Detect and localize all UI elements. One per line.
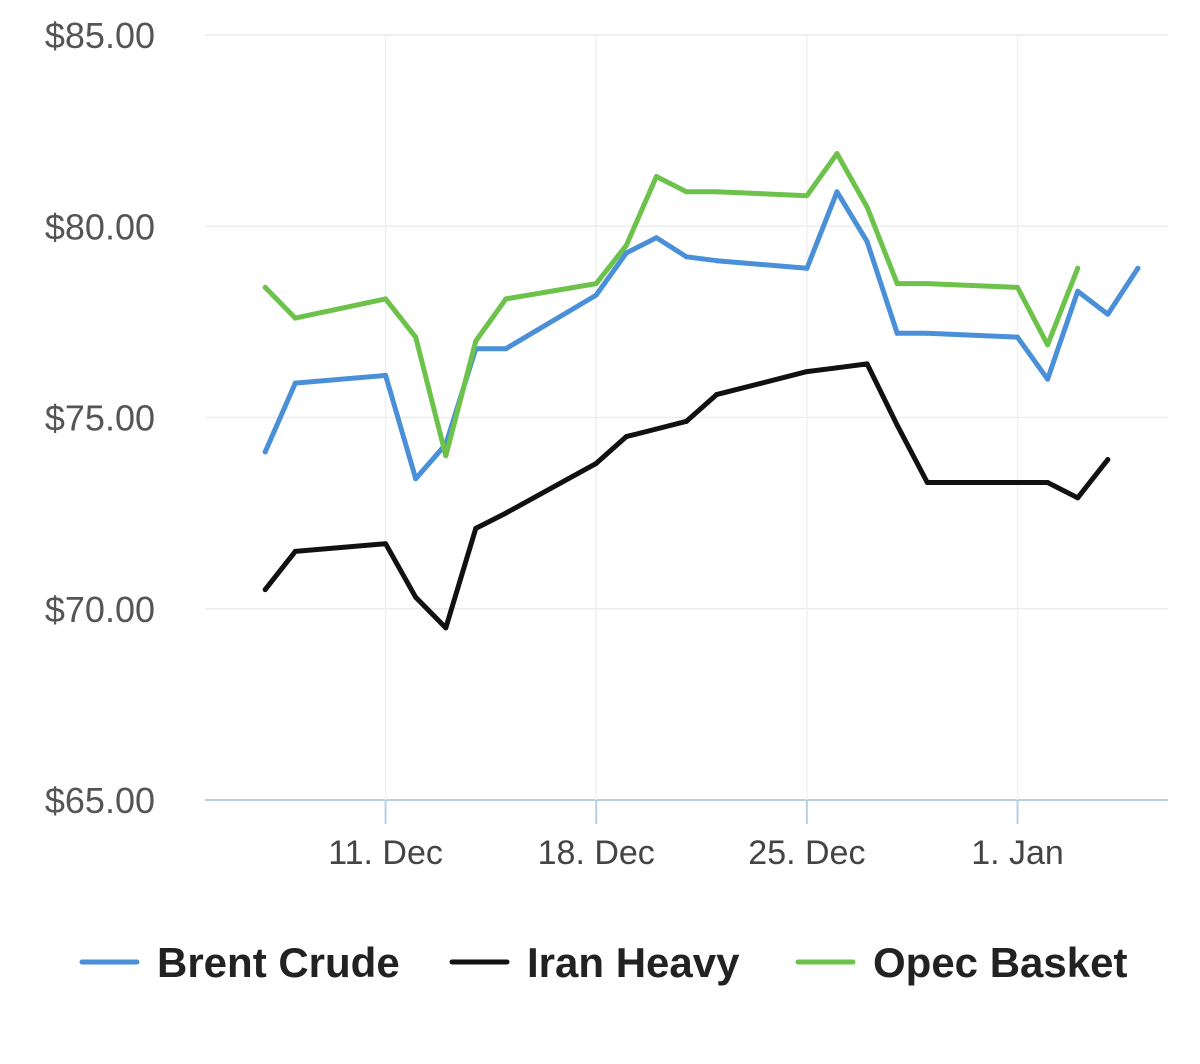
y-tick-label: $65.00 — [45, 780, 155, 821]
brent-crude-point — [684, 254, 689, 260]
brent-crude-point — [593, 292, 599, 298]
brent-crude-point — [262, 449, 268, 455]
brent-crude-point — [503, 346, 509, 352]
opec-basket-point — [834, 151, 840, 157]
brent-crude-point — [1075, 288, 1081, 294]
legend-label: Brent Crude — [157, 939, 400, 986]
iran-heavy-point — [804, 369, 810, 375]
brent-crude-point — [864, 239, 870, 245]
iran-heavy-point — [473, 525, 479, 531]
opec-basket-line — [262, 151, 1081, 459]
iran-heavy-point — [684, 418, 689, 424]
brent-crude-point — [413, 476, 419, 482]
axes: $65.00 $70.00 $75.00 $80.00 $85.00 11. Dec 18.… — [45, 15, 1064, 872]
iran-heavy-point — [894, 422, 900, 428]
iran-heavy-point — [262, 587, 268, 593]
iran-heavy-point — [593, 460, 599, 466]
opec-basket-point — [1045, 342, 1051, 348]
brent-crude-point — [1135, 265, 1141, 271]
legend-label: Iran Heavy — [527, 939, 740, 986]
brent-crude-point — [1105, 311, 1111, 317]
y-tick-label: $85.00 — [45, 15, 155, 56]
opec-basket-point — [804, 193, 810, 199]
brent-crude-point — [834, 189, 840, 195]
opec-basket-point — [473, 338, 479, 344]
iran-heavy-point — [383, 541, 389, 547]
iran-heavy-point — [443, 625, 449, 631]
opec-basket-point — [864, 204, 870, 210]
opec-basket-point — [1015, 284, 1021, 290]
iran-heavy-point — [1015, 480, 1021, 486]
opec-basket-point — [1075, 265, 1081, 271]
y-tick-label: $80.00 — [45, 206, 155, 247]
opec-basket-point — [443, 453, 449, 459]
legend-label: Opec Basket — [873, 939, 1127, 986]
opec-basket-point — [623, 242, 629, 248]
brent-crude-point — [623, 250, 629, 256]
opec-basket-point — [894, 281, 900, 287]
opec-basket-point — [383, 296, 389, 302]
brent-crude-point — [894, 330, 900, 336]
brent-crude-point — [924, 330, 930, 336]
series-brent-crude — [262, 189, 1141, 482]
brent-crude-line — [262, 189, 1141, 482]
y-tick-label: $70.00 — [45, 589, 155, 630]
opec-basket-point — [503, 296, 509, 302]
iran-heavy-point — [864, 361, 870, 367]
opec-basket-point — [593, 281, 599, 287]
iran-heavy-point — [292, 548, 298, 554]
legend-item-brent-crude[interactable]: Brent Crude — [79, 939, 400, 986]
brent-crude-point — [714, 258, 720, 264]
iran-heavy-point — [653, 426, 659, 432]
opec-basket-point — [413, 334, 419, 340]
legend: Brent Crude Iran Heavy Opec Basket — [79, 939, 1127, 986]
opec-basket-point — [292, 315, 298, 321]
iran-heavy-point — [503, 510, 509, 516]
x-tick-label: 25. Dec — [748, 834, 865, 872]
iran-heavy-point — [1075, 495, 1081, 501]
opec-basket-point — [684, 189, 689, 195]
iran-heavy-point — [623, 434, 629, 440]
x-tick-label: 1. Jan — [971, 834, 1064, 872]
brent-crude-point — [1045, 376, 1051, 382]
iran-heavy-point — [413, 594, 419, 600]
brent-crude-point — [804, 265, 810, 271]
iran-heavy-point — [714, 392, 720, 398]
iran-heavy-point — [924, 480, 930, 486]
x-tick-label: 11. Dec — [328, 834, 443, 872]
opec-basket-point — [714, 189, 720, 195]
iran-heavy-point — [1045, 480, 1051, 486]
iran-heavy-point — [1105, 457, 1111, 463]
brent-crude-point — [292, 380, 298, 386]
series-iran-heavy — [262, 361, 1111, 631]
legend-item-opec-basket[interactable]: Opec Basket — [795, 939, 1127, 986]
series-lines — [262, 151, 1141, 631]
grid-lines — [205, 34, 1168, 801]
y-tick-label: $75.00 — [45, 398, 155, 439]
opec-basket-point — [262, 284, 268, 290]
brent-crude-point — [653, 235, 659, 241]
opec-basket-point — [653, 174, 659, 180]
x-tick-label: 18. Dec — [538, 834, 655, 872]
iran-heavy-point — [834, 365, 840, 371]
brent-crude-point — [383, 372, 389, 378]
series-opec-basket — [262, 151, 1081, 459]
legend-item-iran-heavy[interactable]: Iran Heavy — [449, 939, 740, 986]
brent-crude-point — [1015, 334, 1021, 340]
opec-basket-point — [924, 281, 930, 287]
